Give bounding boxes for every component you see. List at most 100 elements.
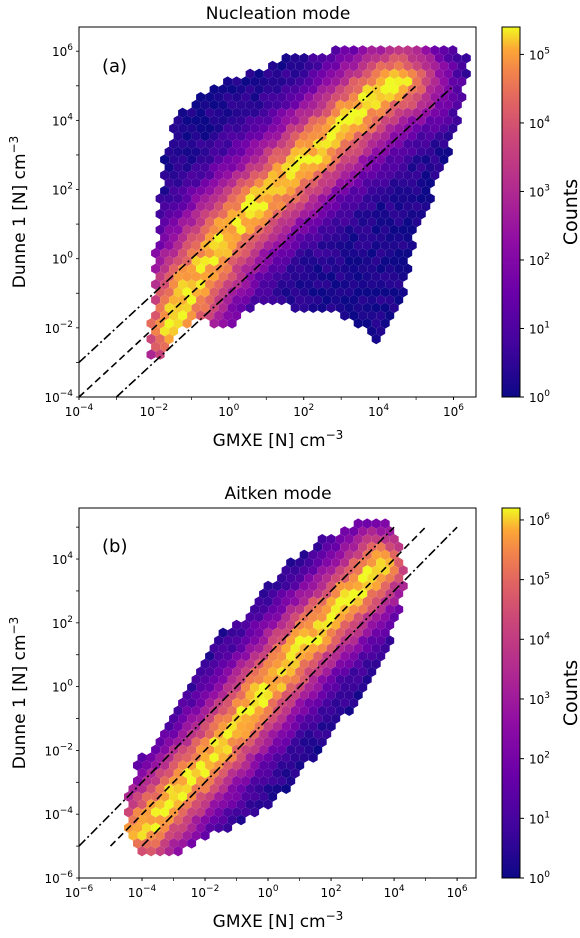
hexbin-cell [349,170,359,181]
hexbin-cell [223,216,233,228]
hexbin-cell [187,697,197,709]
hexbin-cell [245,115,255,126]
hexbin-cell [367,541,377,553]
hexbin-cell [200,690,210,701]
hexbin-cell [209,690,219,701]
hexbin-cell [385,588,395,599]
hexbin-cell [295,697,305,709]
hexbin-cell [250,248,260,259]
hexbin-cell [376,201,386,212]
hexbin-cell [209,162,219,173]
hexbin-cell [290,705,300,716]
hexbin-cell [263,690,273,701]
hexbin-cell [317,721,327,732]
hexbin-cell [281,209,291,220]
hexbin-cell [245,162,255,173]
hexbin-cell [421,138,431,150]
hexbin-cell [259,76,269,87]
hexbin-cell [322,60,332,72]
hexbin-cell [331,60,341,72]
hexbin-cell [304,279,314,290]
hexbin-cell [335,131,345,142]
hexbin-cell [326,255,336,267]
hexbin-cell [362,224,372,235]
hexbin-cell [205,123,215,134]
hexbin-cell [164,768,174,779]
hexbin-cell [322,201,332,212]
hexbin-cell [236,193,246,204]
hexbin-cell [214,201,224,212]
hexbin-cell [344,534,354,545]
hexbin-cell [236,255,246,267]
hexbin-cell [227,177,237,189]
hexbin-cell [196,729,206,740]
hexbin-cell [430,154,440,165]
hexbin-cell [380,224,390,235]
hexbin-cell [317,115,327,126]
tick-label: 106 [447,884,468,900]
hexbin-cell [362,674,372,685]
hexbin-cell [340,76,350,87]
hexbin-cell [169,263,179,274]
hexbin-cell [272,84,282,95]
hexbin-cell [331,604,341,615]
tick-label: 101 [529,320,550,336]
hexbin-cell [313,573,323,584]
hexbin-cell [290,68,300,79]
hexbin-cell [268,76,278,87]
hexbin-cell [259,279,269,290]
hexbin-cell [241,807,251,818]
hexbin-cell [191,783,201,794]
tick-label: 10−4 [44,389,73,405]
hexbin-cell [200,177,210,189]
hexbin-cell [218,721,228,732]
hexbin-cell [178,123,188,134]
hexbin-cell [272,162,282,173]
hexbin-cell [389,224,399,235]
hexbin-cell [358,45,368,56]
hexbin-cell [196,744,206,755]
panel-nucleation: Nucleation mode 10−4 10−2 100 102 104 106 10−… [7,4,580,451]
hexbin-cell [272,643,282,654]
hexbin-cell [164,846,174,857]
hexbin-cell [209,99,219,111]
hexbin-cell [349,107,359,118]
hexbin-cell [236,783,246,794]
hexbin-cell [430,76,440,87]
hexbin-cell [299,565,309,576]
hexbin-cell [344,240,354,251]
hexbin-cell [263,658,273,670]
hexbin-cell [308,146,318,157]
panel-label: (b) [102,536,127,557]
hexbin-cell [250,713,260,724]
hexbin-cell [223,107,233,118]
hexbin-cell [371,240,381,251]
hexbin-cell [281,53,291,64]
hexbin-cell [299,162,309,173]
hexbin-cell [169,248,179,259]
hexbin-cell [223,248,233,259]
hexbin-cell [290,643,300,654]
hexbin-cell [353,690,363,701]
hexbin-cell [259,232,269,243]
hexbin-cell [169,201,179,212]
panel-label: (a) [102,56,127,77]
hexbin-cell [394,45,404,56]
hexbin-cell [227,643,237,654]
hexbin-cell [281,736,291,748]
hexbin-cell [281,68,291,79]
hexbin-cell [304,154,314,165]
hexbin-cell [344,627,354,638]
hexbin-cell [317,224,327,235]
hexbin-cell [155,846,165,857]
hexbin-cell [389,612,399,623]
tick-label: 102 [52,182,73,198]
hexbin-cell [290,99,300,111]
hexbin-cell [214,791,224,802]
hexbin-cell [421,60,431,72]
hexbin-cell [160,248,170,259]
hexbin-cell [304,744,314,755]
hexbin-cell [425,162,435,173]
hexbin-cell [385,279,395,290]
hexbin-cell [376,588,386,599]
